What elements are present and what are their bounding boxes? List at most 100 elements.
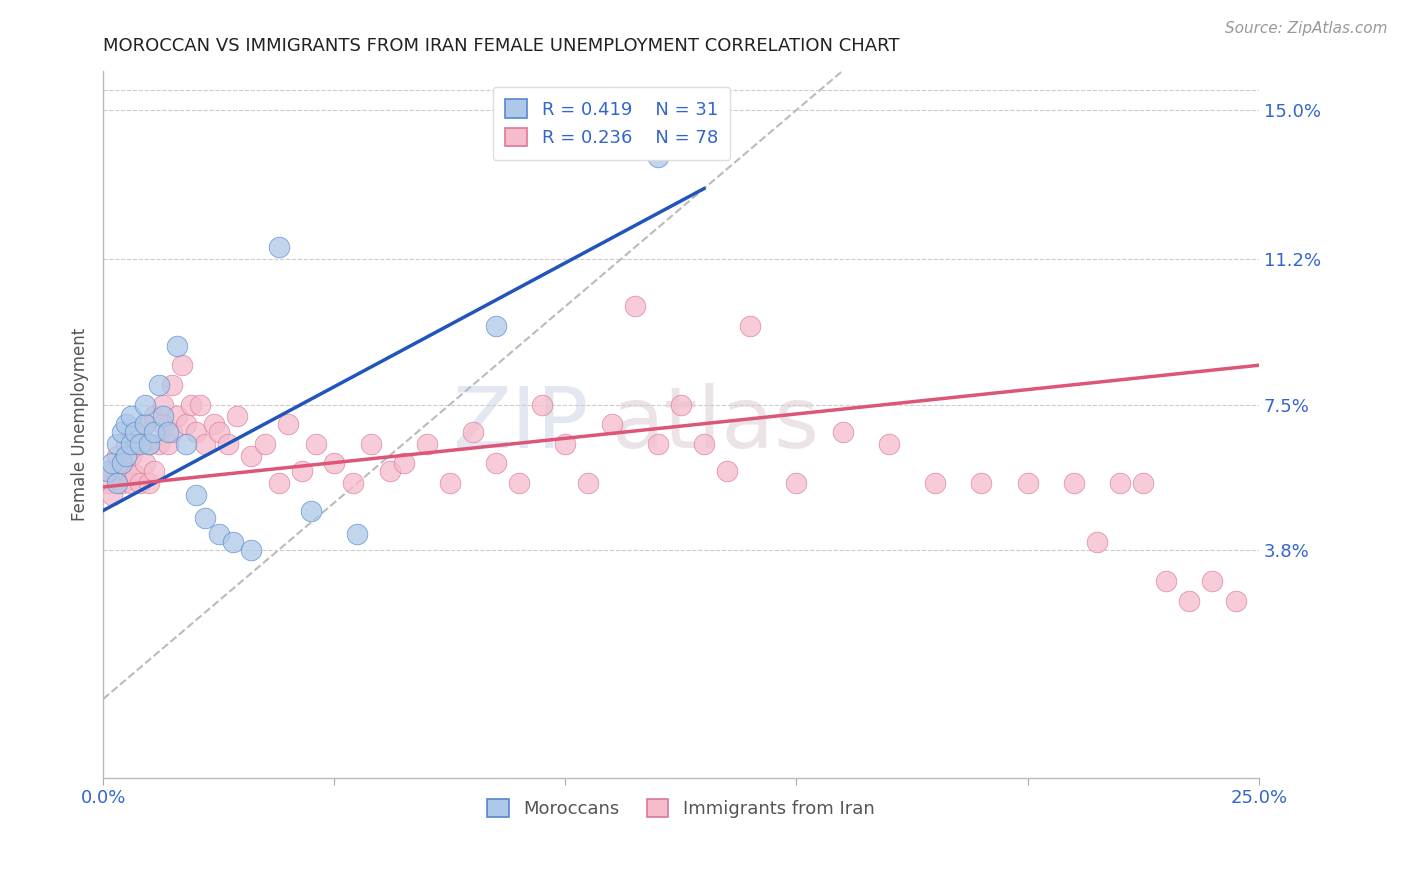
Point <box>740 318 762 333</box>
Point <box>392 457 415 471</box>
Point <box>1132 476 1154 491</box>
Point <box>1085 535 1108 549</box>
Point <box>105 472 128 486</box>
Point <box>221 535 243 549</box>
Point <box>378 464 401 478</box>
Point <box>291 464 314 478</box>
Point <box>148 437 170 451</box>
Point <box>143 464 166 478</box>
Point <box>115 449 138 463</box>
Point <box>1154 574 1177 589</box>
Point <box>323 457 346 471</box>
Point <box>124 468 146 483</box>
Point <box>101 464 124 478</box>
Point <box>101 488 124 502</box>
Point <box>485 318 508 333</box>
Point <box>101 457 124 471</box>
Point <box>346 527 368 541</box>
Point <box>152 397 174 411</box>
Point <box>156 425 179 439</box>
Point <box>124 437 146 451</box>
Point <box>415 437 437 451</box>
Point <box>217 437 239 451</box>
Point <box>143 425 166 439</box>
Legend: Moroccans, Immigrants from Iran: Moroccans, Immigrants from Iran <box>479 791 882 825</box>
Point <box>508 476 530 491</box>
Point <box>208 527 231 541</box>
Point <box>120 449 142 463</box>
Point <box>134 457 156 471</box>
Point <box>97 476 120 491</box>
Point <box>360 437 382 451</box>
Point <box>202 417 225 432</box>
Point <box>226 409 249 424</box>
Text: ZIP: ZIP <box>451 383 589 466</box>
Point <box>485 457 508 471</box>
Text: atlas: atlas <box>612 383 820 466</box>
Point <box>110 457 132 471</box>
Point <box>1017 476 1039 491</box>
Point <box>134 397 156 411</box>
Point <box>156 437 179 451</box>
Point <box>170 358 193 372</box>
Point <box>831 425 853 439</box>
Point <box>208 425 231 439</box>
Point <box>110 476 132 491</box>
Point <box>180 397 202 411</box>
Point <box>166 338 188 352</box>
Point <box>623 299 645 313</box>
Point <box>129 476 152 491</box>
Point <box>240 542 263 557</box>
Point <box>647 437 669 451</box>
Point <box>184 425 207 439</box>
Point <box>194 437 217 451</box>
Point <box>152 417 174 432</box>
Point <box>138 437 160 451</box>
Point <box>105 476 128 491</box>
Point <box>1109 476 1132 491</box>
Point <box>267 240 290 254</box>
Point <box>1178 594 1201 608</box>
Point <box>253 437 276 451</box>
Point <box>176 417 198 432</box>
Point <box>124 425 146 439</box>
Point <box>600 417 623 432</box>
Point <box>162 425 184 439</box>
Point <box>120 437 142 451</box>
Point <box>647 150 669 164</box>
Point <box>240 449 263 463</box>
Point <box>143 409 166 424</box>
Point <box>134 417 156 432</box>
Point <box>110 457 132 471</box>
Point <box>305 437 328 451</box>
Point <box>1201 574 1223 589</box>
Point <box>578 476 600 491</box>
Point <box>439 476 461 491</box>
Point <box>115 417 138 432</box>
Point <box>877 437 900 451</box>
Point <box>267 476 290 491</box>
Point <box>105 449 128 463</box>
Point <box>120 409 142 424</box>
Point <box>120 476 142 491</box>
Point <box>299 503 322 517</box>
Point <box>97 464 120 478</box>
Point <box>148 377 170 392</box>
Point <box>970 476 993 491</box>
Point <box>138 476 160 491</box>
Point <box>115 464 138 478</box>
Point <box>184 488 207 502</box>
Point <box>924 476 946 491</box>
Point <box>110 425 132 439</box>
Y-axis label: Female Unemployment: Female Unemployment <box>72 327 89 521</box>
Point <box>152 409 174 424</box>
Point <box>342 476 364 491</box>
Point <box>277 417 299 432</box>
Point <box>129 425 152 439</box>
Point <box>134 417 156 432</box>
Text: Source: ZipAtlas.com: Source: ZipAtlas.com <box>1225 21 1388 37</box>
Point <box>1063 476 1085 491</box>
Point <box>194 511 217 525</box>
Point <box>693 437 716 451</box>
Point <box>105 437 128 451</box>
